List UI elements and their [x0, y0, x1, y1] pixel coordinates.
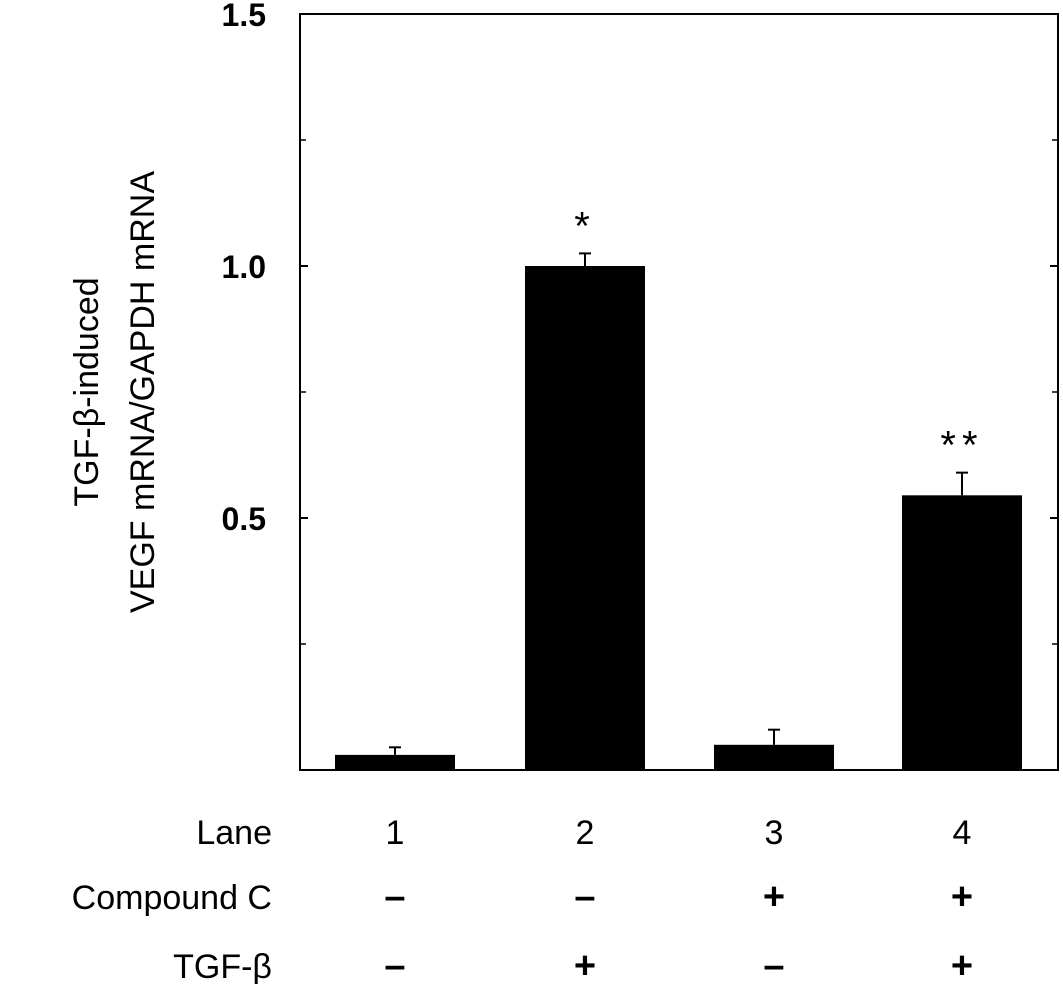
significance-marker: *	[574, 204, 596, 248]
plus-sign: +	[574, 945, 596, 984]
lane-number: 2	[576, 814, 595, 852]
plus-sign: +	[951, 945, 973, 984]
condition-row-label: TGF-β	[173, 948, 272, 984]
y-axis-label: TGF-β-induced	[68, 277, 106, 506]
bar-lane-2	[525, 266, 645, 770]
condition-row-label: Compound C	[72, 879, 272, 917]
y-tick-label: 1.0	[222, 249, 266, 285]
lane-number: 3	[765, 814, 784, 852]
minus-sign: –	[384, 876, 405, 918]
minus-sign: –	[384, 945, 405, 984]
minus-sign: –	[574, 876, 595, 918]
plus-sign: +	[951, 876, 973, 918]
significance-marker: **	[940, 424, 983, 468]
condition-row-label: Lane	[196, 814, 272, 852]
y-axis-label: VEGF mRNA/GAPDH mRNA	[124, 171, 162, 613]
bar-lane-4	[902, 495, 1022, 770]
bar-lane-1	[335, 754, 455, 770]
y-tick-label: 1.5	[222, 0, 266, 33]
minus-sign: –	[763, 945, 784, 984]
bar-lane-3	[714, 744, 834, 770]
lane-number: 4	[953, 814, 972, 852]
plus-sign: +	[763, 876, 785, 918]
y-tick-label: 0.5	[222, 501, 266, 537]
lane-number: 1	[386, 814, 405, 852]
